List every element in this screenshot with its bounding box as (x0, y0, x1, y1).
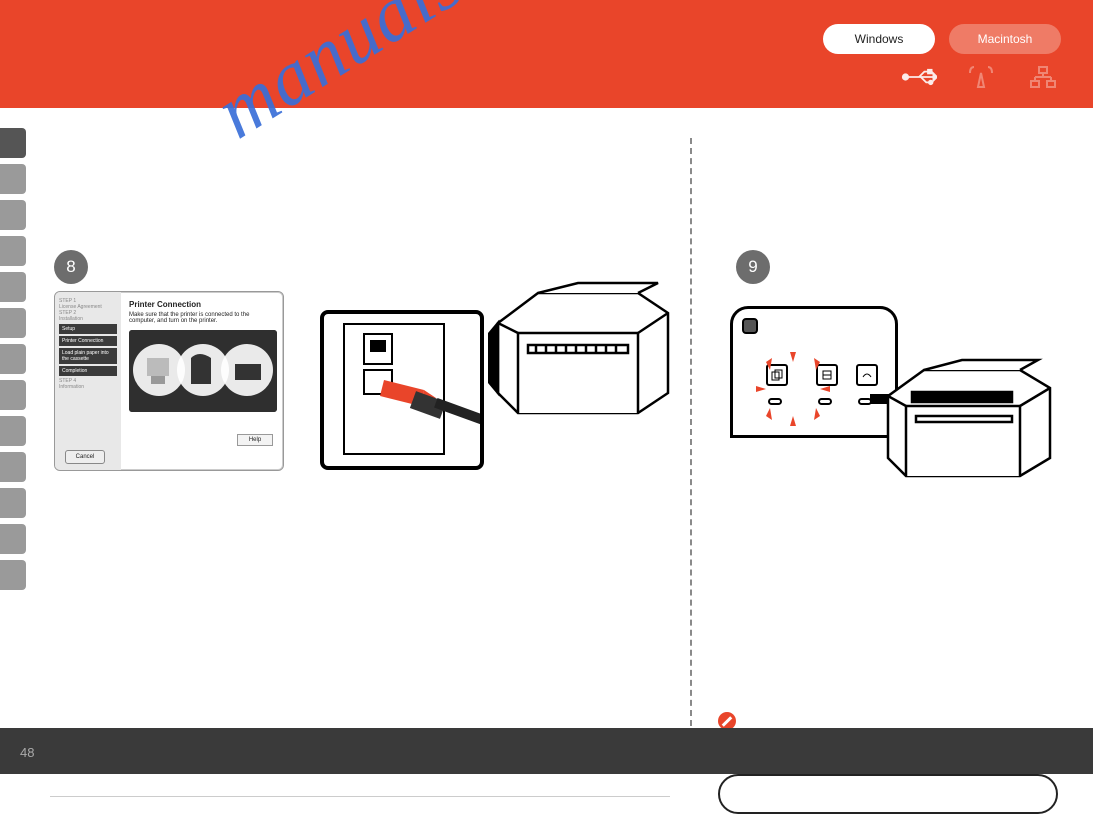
section-divider (690, 138, 692, 726)
dialog-step: Information (59, 384, 117, 390)
dialog-subtitle: Make sure that the printer is connected … (129, 312, 275, 324)
dialog-sidebar: STEP 1 License Agreement STEP 2 Installa… (55, 292, 121, 470)
dialog-title: Printer Connection (129, 300, 275, 309)
printer-illustration (488, 273, 680, 433)
dialog-step-active: Setup (59, 324, 117, 334)
usb-icon (901, 62, 937, 92)
dialog-step: Installation (59, 316, 117, 322)
footer-bar: 48 (0, 728, 1093, 774)
dialog-body: Printer Connection Make sure that the pr… (121, 292, 283, 420)
step-9-circle: 9 (736, 250, 770, 284)
pill-macintosh[interactable]: Macintosh (949, 24, 1061, 54)
printer-connection-dialog: STEP 1 License Agreement STEP 2 Installa… (54, 291, 284, 471)
wifi-icon (963, 62, 999, 92)
dialog-step-active: Printer Connection (59, 336, 117, 346)
highlight-burst (754, 350, 808, 404)
pill-windows[interactable]: Windows (823, 24, 935, 54)
dialog-step-active: Completion (59, 366, 117, 376)
dialog-cancel-button[interactable]: Cancel (65, 450, 105, 464)
dialog-illustration (129, 330, 277, 412)
header-bar: Windows Macintosh (0, 0, 1093, 108)
note-rule (50, 796, 670, 797)
printer-illustration-right (878, 352, 1066, 492)
page-content: 8 9 STEP 1 License Agreement STEP 2 Inst… (0, 108, 1093, 706)
page-number: 48 (20, 745, 34, 760)
lan-icon (1025, 62, 1061, 92)
connection-icons (901, 62, 1061, 92)
power-button-icon (742, 318, 758, 334)
dialog-step-active: Load plain paper into the cassette (59, 348, 117, 364)
usb-port-closeup (320, 310, 484, 470)
right-box (718, 774, 1058, 814)
scan-button-icon (856, 364, 878, 386)
platform-pills: Windows Macintosh (823, 24, 1061, 54)
dialog-help-button[interactable]: Help (237, 434, 273, 446)
step-8-circle: 8 (54, 250, 88, 284)
